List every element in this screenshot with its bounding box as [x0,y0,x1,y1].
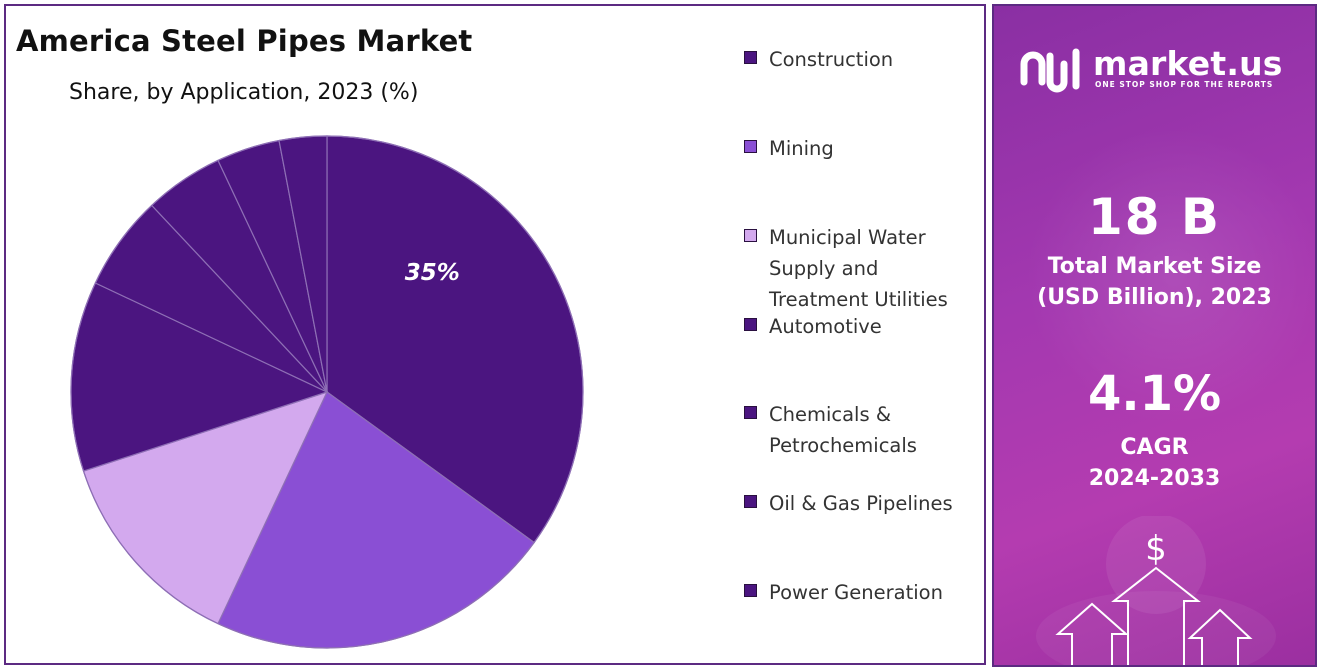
chart-panel: America Steel Pipes Market Share, by App… [4,4,986,665]
growth-illustration: $ [1036,516,1276,665]
chart-subtitle: Share, by Application, 2023 (%) [69,80,419,105]
legend-swatch-municipal-water [744,229,757,242]
legend-label-construction: Construction [769,48,894,71]
legend-swatch-power-generation [744,584,757,597]
legend-swatch-chemicals [744,406,757,419]
brand-name: market.us [1093,44,1283,83]
pie-slice-label: 35% [405,260,460,286]
legend-label-power-generation: Power Generation [769,581,943,604]
chart-title: America Steel Pipes Market [16,24,473,58]
summary-panel: market.us ONE STOP SHOP FOR THE REPORTS … [992,4,1317,667]
pie-chart: 35% [70,135,584,649]
background-glow [1024,126,1315,426]
brand-tagline: ONE STOP SHOP FOR THE REPORTS [1095,80,1274,89]
pie-outline [70,135,584,649]
market-size-value: 18 B [1087,188,1222,246]
dollar-icon: $ [1145,529,1167,569]
legend-swatch-automotive [744,318,757,331]
cagr-value: 4.1% [1087,366,1222,422]
market-us-logo-icon [1020,48,1080,93]
legend-swatch-oil-gas [744,495,757,508]
legend-label-automotive: Automotive [769,315,882,338]
market-size-label: Total Market Size (USD Billion), 2023 [1037,254,1272,310]
cagr-label: CAGR 2024-2033 [1088,435,1221,491]
legend-swatch-mining [744,140,757,153]
legend-label-mining: Mining [769,137,834,160]
svg-text:$: $ [1145,529,1167,569]
legend-label-municipal-water: Municipal Water Supply and Treatment Uti… [769,226,948,311]
legend-label-oil-gas: Oil & Gas Pipelines [769,492,953,515]
legend-swatch-construction [744,51,757,64]
legend-label-chemicals: Chemicals & Petrochemicals [769,403,917,457]
up-arrow-icon [1055,566,1253,665]
